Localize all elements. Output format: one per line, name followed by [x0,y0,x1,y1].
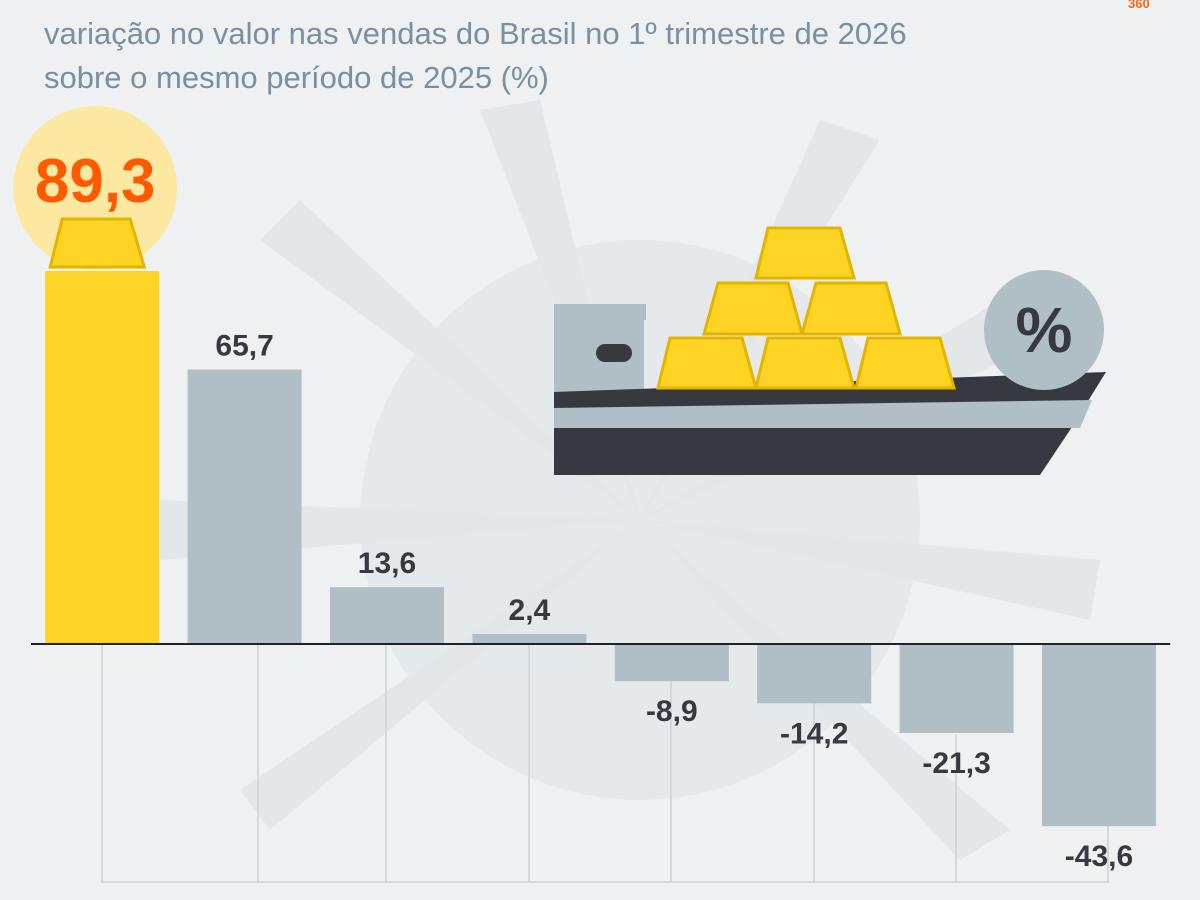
bar [330,587,444,644]
value-label: 89,3 [35,147,156,216]
bar [614,644,729,682]
ship-illustration: % [554,226,1106,475]
bar [472,633,587,644]
value-label: -8,9 [646,695,698,728]
gold-bar-icon [48,217,147,269]
value-label: 13,6 [358,547,416,580]
bars: 89,3 65,7 13,6 2,4 -8,9 -14,2 -21,3 -43,6 [13,106,1171,873]
bar [1042,644,1156,827]
bar [757,644,872,704]
bar [187,369,302,644]
bar [45,271,160,644]
svg-text:%: % [1016,294,1073,366]
chart-title: variação no valor nas vendas do Brasil n… [44,16,907,95]
highlight-circle [13,106,178,270]
value-label: -21,3 [922,747,990,780]
value-label: -43,6 [1065,840,1133,873]
logo: 360 [1128,0,1150,11]
bar [899,644,1014,733]
value-label: -14,2 [780,717,848,750]
value-label: 65,7 [215,330,273,363]
value-label: 2,4 [509,594,551,627]
